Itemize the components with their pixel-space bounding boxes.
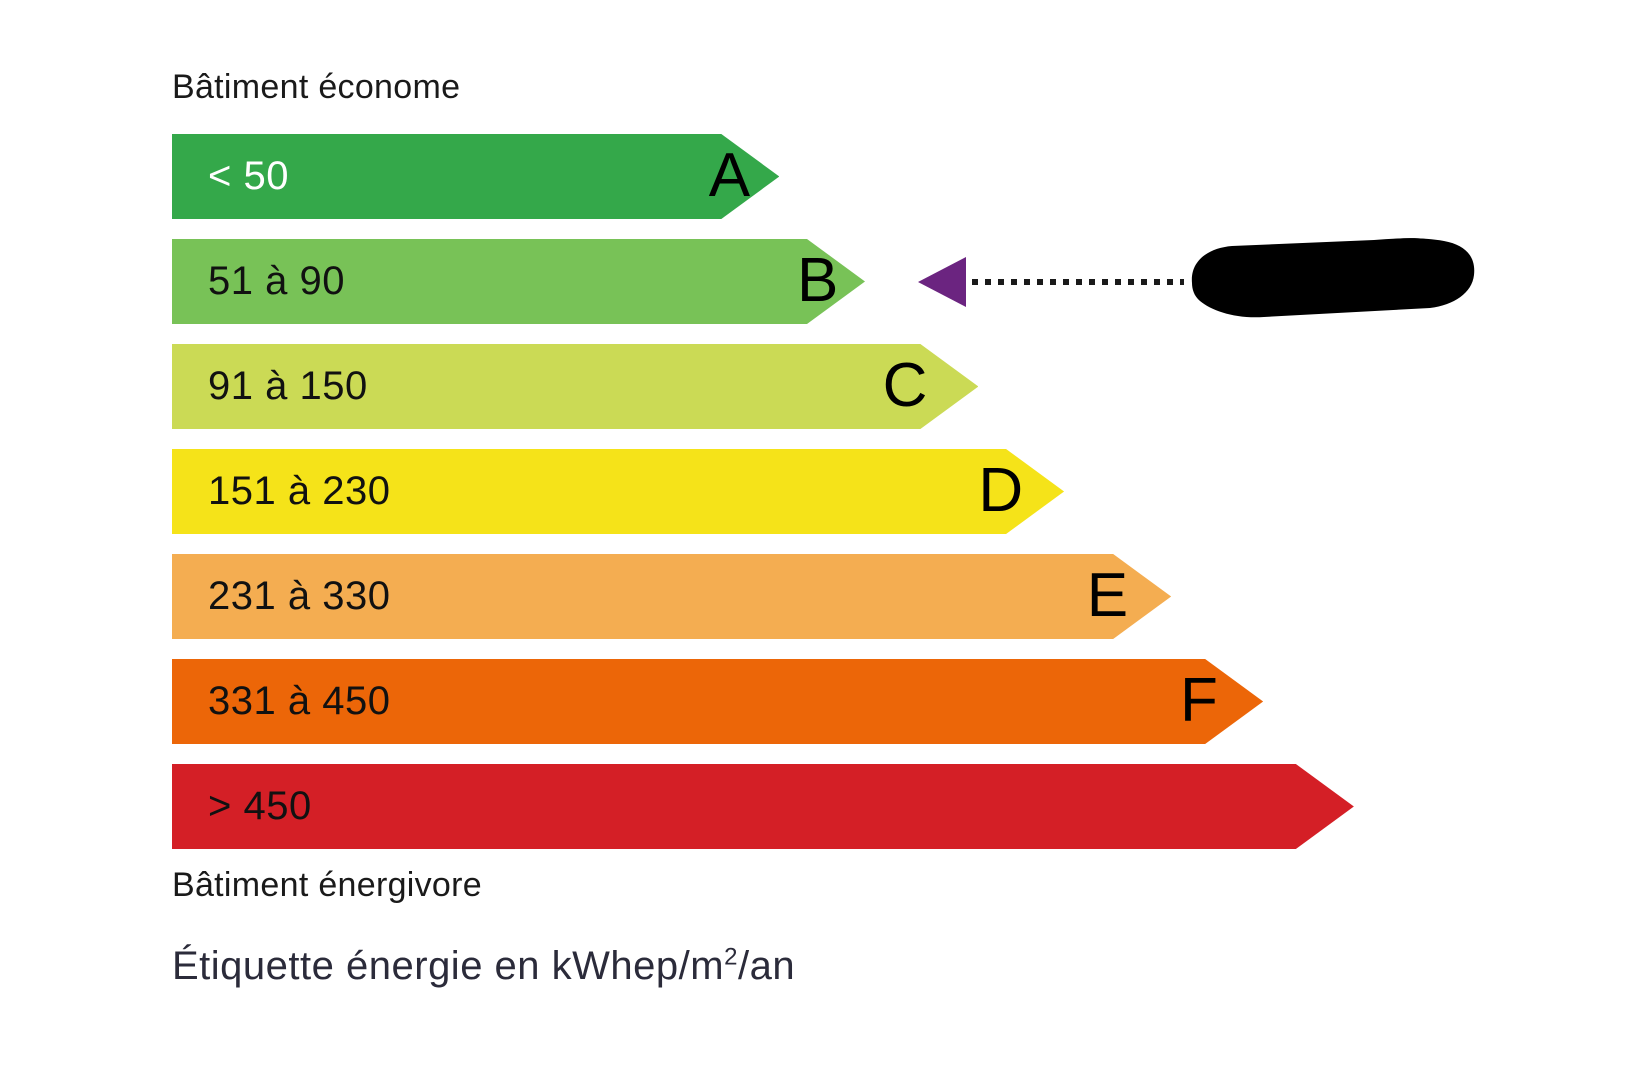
- units-caption: Étiquette énergie en kWhep/m2/an: [172, 944, 795, 989]
- energy-class-bar-a: < 50 A: [172, 134, 780, 219]
- bar-range-label: 51 à 90: [208, 259, 345, 303]
- bar-range-label: 231 à 330: [208, 574, 391, 618]
- bar-shape: [172, 764, 1354, 849]
- bar-shape: [172, 344, 979, 429]
- bar-class-letter: D: [978, 456, 1024, 525]
- energy-class-bar-c: 91 à 150 C: [172, 344, 979, 429]
- bar-range-label: 91 à 150: [208, 364, 368, 408]
- bar-range-label: 151 à 230: [208, 469, 391, 513]
- bar-shape: [172, 554, 1172, 639]
- energy-class-bar-b: 51 à 90 B: [172, 239, 865, 324]
- bar-range-label: 331 à 450: [208, 679, 391, 723]
- units-caption-superscript: 2: [724, 943, 738, 971]
- bar-class-letter: A: [708, 141, 751, 210]
- bar-class-letter: F: [1180, 666, 1218, 735]
- scale-top-caption: Bâtiment économe: [172, 68, 461, 106]
- bar-range-label: > 450: [208, 784, 312, 828]
- bar-class-letter: B: [796, 246, 839, 315]
- bar-range-label: < 50: [208, 154, 289, 198]
- bar-shape: [172, 659, 1264, 744]
- redaction-blob: [1191, 238, 1475, 318]
- energy-class-bar-f: 331 à 450 F: [172, 659, 1264, 744]
- energy-class-bar-g: > 450: [172, 764, 1354, 849]
- bar-class-letter: E: [1086, 561, 1129, 630]
- bar-class-letter: C: [882, 351, 928, 420]
- units-caption-prefix: Étiquette énergie en kWhep/m: [172, 944, 725, 988]
- energy-class-bar-e: 231 à 330 E: [172, 554, 1172, 639]
- rating-connector-line: [972, 279, 1184, 285]
- scale-bottom-caption: Bâtiment énergivore: [172, 866, 482, 904]
- bar-shape: [172, 239, 865, 324]
- units-caption-suffix: /an: [737, 944, 796, 988]
- energy-class-bar-chart: < 50 A 51 à 90 B 91 à 150 C 151 à 230 D 231 à 33…: [172, 134, 1432, 849]
- rating-arrow-icon: [918, 257, 966, 307]
- bar-shape: [172, 134, 780, 219]
- energy-class-bar-d: 151 à 230 D: [172, 449, 1065, 534]
- bar-shape: [172, 449, 1065, 534]
- current-rating-marker: [918, 238, 1478, 318]
